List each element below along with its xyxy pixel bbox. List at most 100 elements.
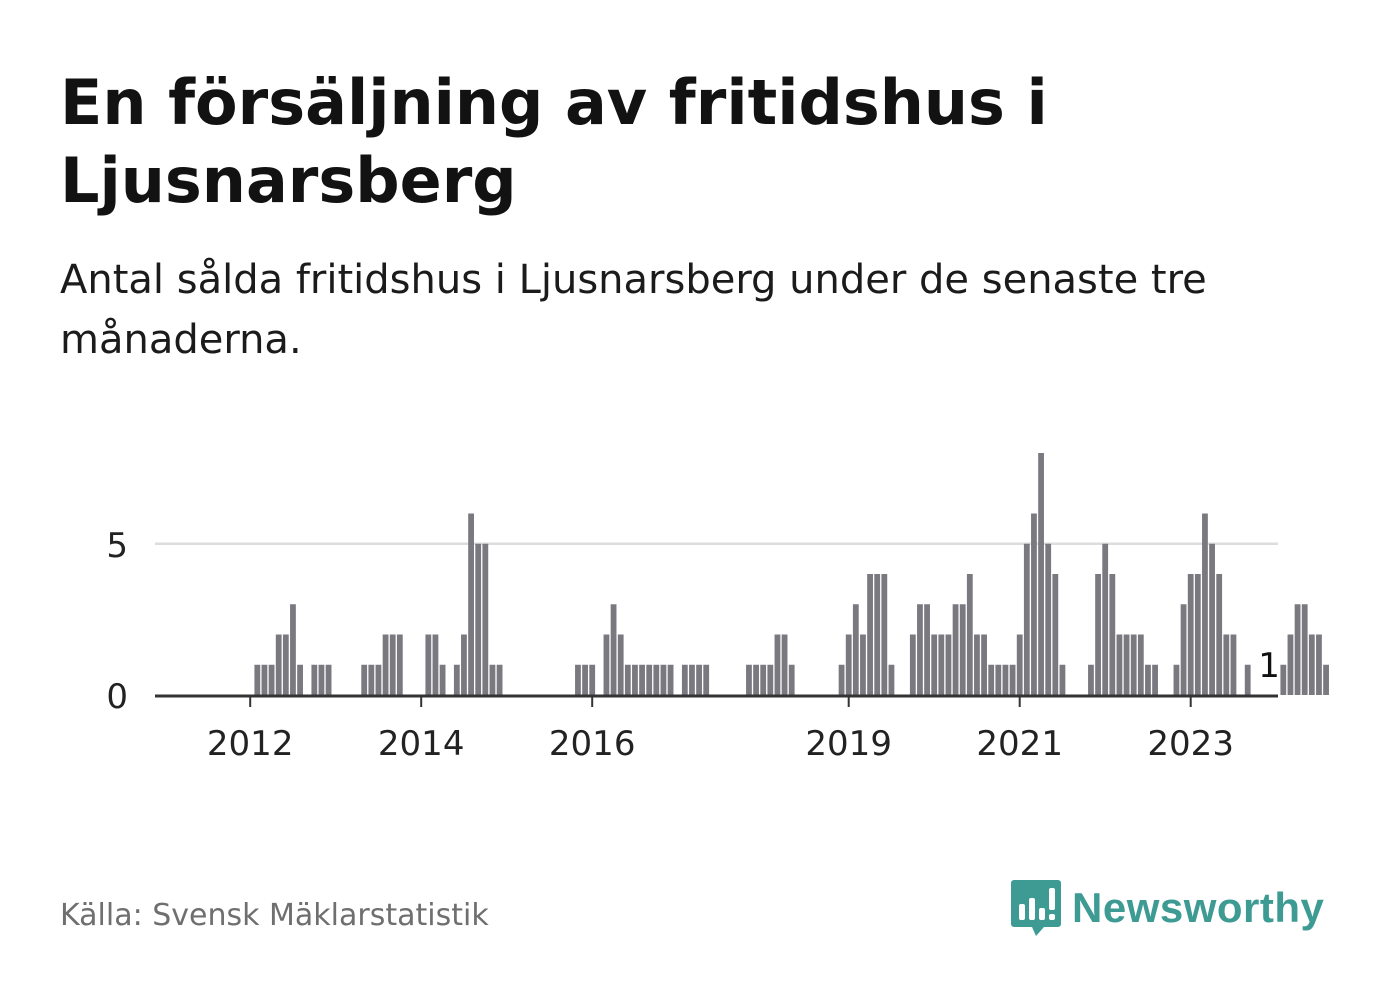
bar bbox=[632, 664, 638, 695]
bar bbox=[368, 664, 375, 695]
bar bbox=[781, 634, 788, 695]
x-tick-label: 2023 bbox=[1147, 724, 1234, 764]
bar bbox=[297, 664, 303, 695]
bar bbox=[945, 634, 952, 695]
x-tick-label: 2019 bbox=[805, 724, 892, 764]
bar bbox=[1301, 604, 1308, 695]
bar bbox=[888, 664, 895, 695]
bar bbox=[1173, 664, 1180, 695]
bar bbox=[461, 634, 467, 695]
bar bbox=[646, 664, 653, 695]
bar bbox=[1109, 574, 1116, 695]
bar bbox=[931, 634, 938, 695]
bar bbox=[432, 634, 439, 695]
bar bbox=[1031, 513, 1037, 695]
bar bbox=[1230, 634, 1237, 695]
page-title: En försäljning av fritidshus i Ljusnarsb… bbox=[60, 66, 1048, 217]
bar bbox=[1038, 453, 1044, 695]
bar bbox=[974, 634, 980, 695]
y-tick-label: 5 bbox=[106, 526, 128, 566]
bar bbox=[624, 664, 631, 695]
bar bbox=[788, 664, 795, 695]
bar bbox=[838, 664, 845, 695]
bar bbox=[1244, 664, 1251, 695]
bar bbox=[1223, 634, 1230, 695]
bar bbox=[689, 664, 695, 695]
bar bbox=[1287, 634, 1294, 695]
bar bbox=[860, 634, 866, 695]
bar bbox=[924, 604, 930, 695]
bar bbox=[1209, 543, 1215, 695]
bar bbox=[1137, 634, 1144, 695]
bar bbox=[254, 664, 261, 695]
bar bbox=[1095, 574, 1101, 695]
bar bbox=[589, 664, 596, 695]
newsworthy-logo: Newsworthy bbox=[1010, 878, 1324, 938]
bar bbox=[852, 604, 859, 695]
bar bbox=[1145, 664, 1151, 695]
bar bbox=[959, 604, 966, 695]
x-tick-layer: 2012 2014 2016 2019 2021 2023 bbox=[207, 697, 1234, 764]
y-tick-label: 0 bbox=[106, 677, 128, 717]
bar bbox=[703, 664, 710, 695]
bar bbox=[966, 574, 973, 695]
bar bbox=[603, 634, 610, 695]
bar bbox=[468, 513, 474, 695]
bar bbox=[1059, 664, 1066, 695]
bar bbox=[988, 664, 995, 695]
bar bbox=[667, 664, 674, 695]
bar bbox=[660, 664, 667, 695]
bar bbox=[482, 543, 489, 695]
bar bbox=[909, 634, 916, 695]
bar bbox=[1294, 604, 1301, 695]
bar bbox=[1180, 604, 1187, 695]
bar bbox=[1130, 634, 1137, 695]
bar bbox=[653, 664, 660, 695]
x-tick-label: 2021 bbox=[976, 724, 1063, 764]
bar bbox=[382, 634, 389, 695]
bar bbox=[318, 664, 325, 695]
bar bbox=[981, 634, 987, 695]
x-tick-label: 2012 bbox=[207, 724, 294, 764]
bar bbox=[881, 574, 888, 695]
bars-layer bbox=[254, 453, 1329, 695]
bar bbox=[639, 664, 645, 695]
bar bbox=[582, 664, 588, 695]
brand-name: Newsworthy bbox=[1072, 884, 1325, 931]
bar bbox=[1016, 634, 1023, 695]
bar bbox=[845, 634, 852, 695]
bar bbox=[1194, 574, 1201, 695]
bar bbox=[995, 664, 1002, 695]
bar bbox=[496, 664, 503, 695]
bar bbox=[1280, 664, 1287, 695]
bar bbox=[767, 664, 774, 695]
bar bbox=[425, 634, 432, 695]
bar bbox=[917, 604, 923, 695]
bar bbox=[746, 664, 752, 695]
bar bbox=[261, 664, 268, 695]
x-tick-label: 2016 bbox=[549, 724, 636, 764]
bar bbox=[952, 604, 959, 695]
bar bbox=[489, 664, 496, 695]
bar bbox=[361, 664, 368, 695]
bar bbox=[1023, 543, 1030, 695]
bar bbox=[325, 664, 332, 695]
bar bbox=[1202, 513, 1208, 695]
newsworthy-icon bbox=[1011, 880, 1061, 936]
chart-subtitle: Antal sålda fritidshus i Ljusnarsberg un… bbox=[60, 257, 1207, 363]
bar bbox=[1052, 574, 1059, 695]
bar bbox=[1116, 634, 1123, 695]
bar bbox=[375, 664, 382, 695]
bar bbox=[874, 574, 881, 695]
bar bbox=[753, 664, 759, 695]
bar bbox=[453, 664, 460, 695]
x-tick-label: 2014 bbox=[378, 724, 465, 764]
y-tick-layer: 05 bbox=[106, 526, 128, 717]
bar bbox=[1009, 664, 1016, 695]
bar bbox=[696, 664, 702, 695]
bar bbox=[389, 634, 396, 695]
bar bbox=[1316, 634, 1322, 695]
bar bbox=[938, 634, 945, 695]
source-note: Källa: Svensk Mäklarstatistik bbox=[60, 898, 489, 933]
bar bbox=[1002, 664, 1009, 695]
